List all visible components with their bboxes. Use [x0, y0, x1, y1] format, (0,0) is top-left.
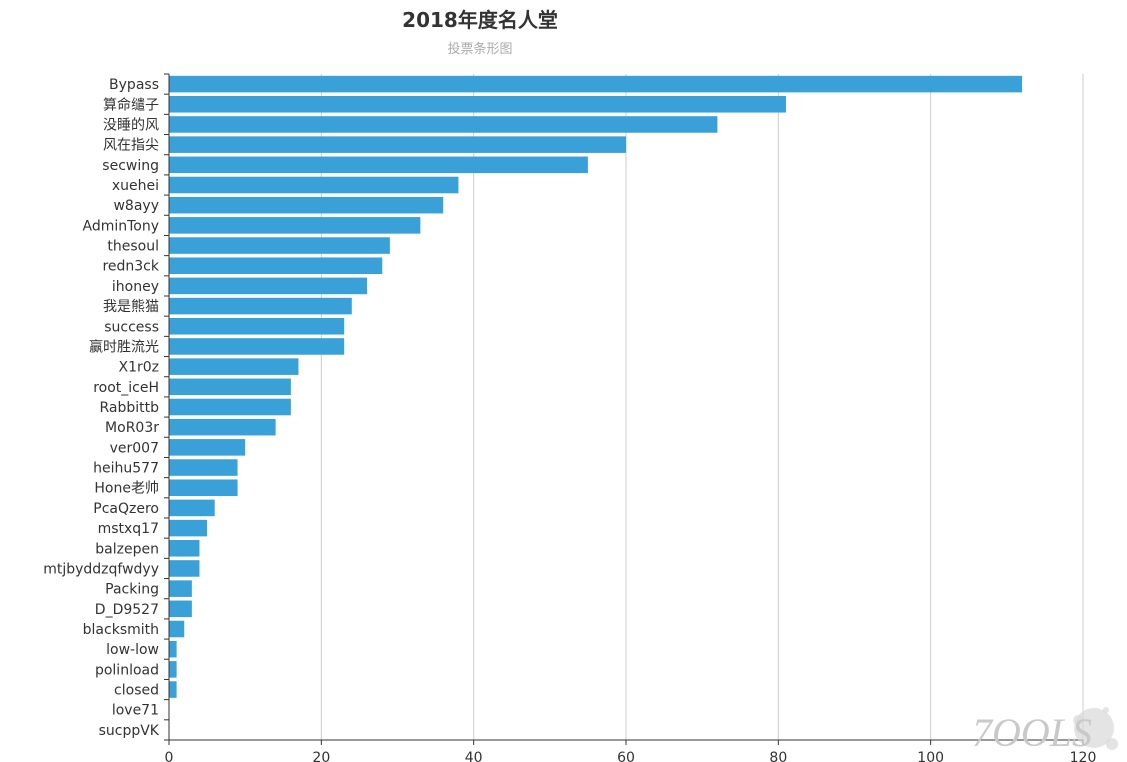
bars — [169, 75, 1023, 698]
category-label: mtjbyddzqfwdyy — [43, 561, 159, 577]
category-label: 风在指尖 — [103, 138, 159, 154]
bar — [169, 499, 215, 517]
x-tick-label: 0 — [165, 750, 174, 762]
category-label: root_iceH — [93, 380, 159, 396]
bar — [169, 661, 177, 678]
bar — [169, 116, 718, 133]
category-label: closed — [114, 683, 159, 699]
x-tick-labels: 0 20 40 60 80 100 120 — [165, 750, 1097, 762]
bar — [169, 580, 192, 597]
bar — [169, 95, 786, 113]
category-label: polinload — [95, 662, 159, 678]
bar — [169, 75, 1023, 93]
bar — [169, 156, 588, 174]
category-label: secwing — [102, 158, 159, 174]
x-tick-label: 60 — [617, 750, 635, 762]
bar — [169, 398, 291, 416]
category-label: low-low — [106, 642, 159, 658]
grid-lines — [320, 74, 1084, 740]
bar — [169, 600, 192, 618]
bar — [169, 317, 345, 335]
x-tick-label: 120 — [1070, 750, 1097, 762]
category-label: ihoney — [112, 279, 159, 295]
chart-title: 2018年度名人堂 — [402, 8, 558, 32]
category-label: balzepen — [95, 541, 159, 557]
bar — [169, 519, 208, 537]
category-label: D_D9527 — [95, 602, 159, 618]
category-label: Bypass — [109, 77, 159, 93]
bar — [169, 640, 177, 658]
chart-subtitle: 投票条形图 — [447, 42, 513, 57]
bar — [169, 217, 421, 234]
bar — [169, 277, 368, 295]
bar — [169, 237, 390, 254]
category-label: Packing — [105, 582, 159, 598]
bar — [169, 257, 383, 275]
bar — [169, 539, 200, 557]
category-label: sucppVK — [99, 723, 160, 739]
bar — [169, 418, 276, 436]
x-tick-label: 20 — [312, 750, 330, 762]
axes — [164, 73, 1084, 745]
category-label: 赢时胜流光 — [89, 338, 159, 355]
x-tick-label: 100 — [917, 750, 944, 762]
category-label: Hone老帅 — [94, 481, 159, 497]
category-label: 算命缱子 — [103, 96, 159, 113]
category-label: AdminTony — [82, 218, 159, 234]
bar — [169, 358, 299, 375]
bar — [169, 136, 626, 153]
bar — [169, 176, 459, 194]
bar — [169, 479, 238, 497]
x-tick-label: 40 — [465, 750, 483, 762]
category-label: X1r0z — [118, 360, 159, 376]
category-label: Rabbittb — [99, 400, 159, 416]
bar — [169, 196, 444, 214]
category-label: thesoul — [107, 239, 159, 255]
category-label: heihu577 — [93, 461, 159, 477]
bar — [169, 378, 291, 396]
category-label: MoR03r — [105, 420, 159, 436]
category-label: blacksmith — [83, 622, 159, 638]
bar — [169, 560, 200, 577]
tools-watermark-logo: 7OOLS — [972, 707, 1118, 755]
bar — [169, 459, 238, 476]
category-label: PcaQzero — [93, 501, 159, 517]
bar — [169, 620, 185, 638]
x-tick-label: 80 — [769, 750, 787, 762]
category-label: success — [104, 319, 159, 335]
category-label: 没睡的风 — [103, 117, 159, 133]
watermark-text: 7OOLS — [972, 710, 1092, 755]
category-label: redn3ck — [102, 259, 159, 275]
category-label: xuehei — [112, 178, 159, 194]
bar — [169, 439, 246, 456]
bar — [169, 681, 177, 698]
category-label: 我是熊猫 — [103, 299, 159, 315]
category-label: love71 — [112, 703, 159, 719]
bar — [169, 297, 352, 315]
category-label: mstxq17 — [98, 521, 159, 537]
category-label: w8ayy — [113, 198, 159, 214]
category-label: ver007 — [110, 440, 159, 456]
bar — [169, 338, 345, 355]
